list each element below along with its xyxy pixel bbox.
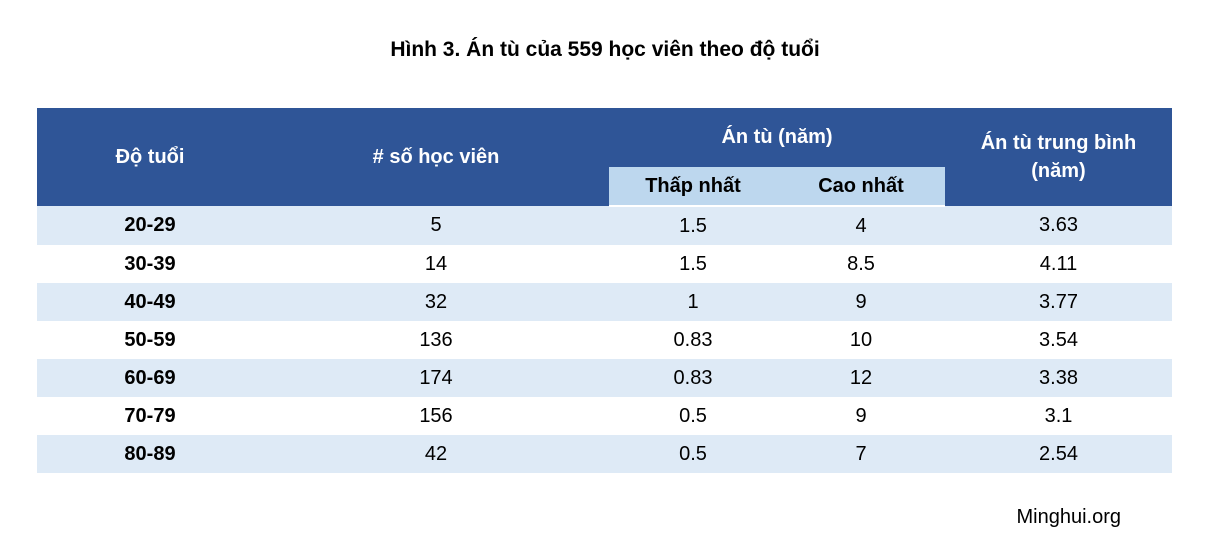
sentence-table: Độ tuổi # số học viên Án tù (năm) Án tù … bbox=[37, 108, 1172, 473]
cell-max: 7 bbox=[777, 435, 945, 473]
cell-avg: 3.1 bbox=[1044, 404, 1073, 427]
table-row: 80-89 42 0.5 7 2.54 bbox=[37, 435, 1172, 473]
cell-min: 1.5 bbox=[679, 252, 707, 275]
cell-age: 70-79 bbox=[124, 404, 176, 427]
header-age: Độ tuổi bbox=[37, 108, 263, 206]
header-sentence: Án tù (năm) bbox=[609, 108, 945, 167]
cell-max: 9 bbox=[855, 404, 867, 427]
cell-max: 10 bbox=[849, 328, 873, 351]
cell-avg: 3.77 bbox=[945, 283, 1172, 321]
cell-min: 0.83 bbox=[609, 359, 777, 397]
header-max: Cao nhất bbox=[777, 167, 945, 207]
header-count: # số học viên bbox=[263, 108, 609, 206]
cell-avg: 3.54 bbox=[1039, 328, 1078, 351]
cell-max: 4 bbox=[777, 206, 945, 245]
cell-count: 136 bbox=[419, 328, 453, 351]
table-row: 50-59 136 0.83 10 3.54 bbox=[37, 321, 1172, 359]
figure-title: Hình 3. Án tù của 559 học viên theo độ t… bbox=[390, 38, 820, 61]
cell-count: 32 bbox=[263, 283, 609, 321]
cell-min: 0.5 bbox=[679, 404, 707, 427]
cell-min: 1 bbox=[609, 283, 777, 321]
cell-age: 50-59 bbox=[124, 328, 176, 351]
cell-count: 156 bbox=[419, 404, 453, 427]
cell-max: 12 bbox=[777, 359, 945, 397]
table-row: 60-69 174 0.83 12 3.38 bbox=[37, 359, 1172, 397]
cell-max: 9 bbox=[777, 283, 945, 321]
table-row: 30-39 14 1.5 8.5 4.11 bbox=[37, 245, 1172, 283]
source-credit: Minghui.org bbox=[1016, 506, 1121, 528]
cell-count: 5 bbox=[263, 206, 609, 245]
header-average: Án tù trung bình (năm) bbox=[945, 108, 1172, 206]
cell-min: 0.5 bbox=[609, 435, 777, 473]
cell-min: 0.83 bbox=[673, 328, 713, 351]
cell-min: 1.5 bbox=[609, 206, 777, 245]
table-row: 70-79 156 0.5 9 3.1 bbox=[37, 397, 1172, 435]
cell-max: 8.5 bbox=[847, 252, 875, 275]
cell-age: 30-39 bbox=[124, 252, 176, 275]
header-min: Thấp nhất bbox=[609, 167, 777, 207]
cell-count: 14 bbox=[424, 252, 448, 275]
cell-age: 40-49 bbox=[37, 283, 263, 321]
cell-age: 20-29 bbox=[37, 206, 263, 245]
cell-avg: 2.54 bbox=[945, 435, 1172, 473]
cell-avg: 3.63 bbox=[945, 206, 1172, 245]
cell-count: 174 bbox=[263, 359, 609, 397]
cell-age: 60-69 bbox=[37, 359, 263, 397]
cell-avg: 4.11 bbox=[1039, 252, 1078, 275]
table-row: 20-29 5 1.5 4 3.63 bbox=[37, 206, 1172, 245]
cell-age: 80-89 bbox=[37, 435, 263, 473]
cell-count: 42 bbox=[263, 435, 609, 473]
table-row: 40-49 32 1 9 3.77 bbox=[37, 283, 1172, 321]
cell-avg: 3.38 bbox=[945, 359, 1172, 397]
